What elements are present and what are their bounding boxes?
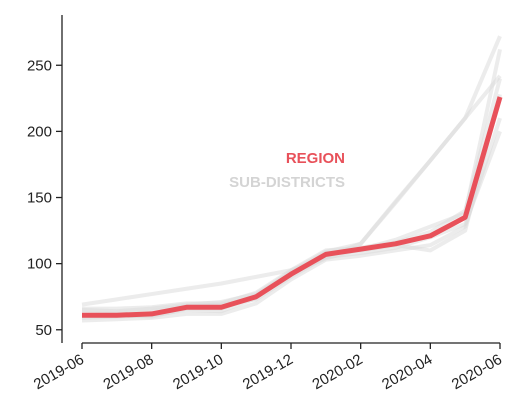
x-tick-label: 2019-10 bbox=[170, 351, 226, 393]
y-tick-label: 250 bbox=[27, 57, 52, 74]
y-tick-label: 150 bbox=[27, 190, 52, 207]
x-tick-label: 2019-06 bbox=[31, 351, 87, 393]
x-tick-label: 2020-04 bbox=[379, 351, 435, 393]
x-tick-label: 2020-02 bbox=[309, 351, 365, 393]
y-tick-label: 100 bbox=[27, 256, 52, 273]
legend-subdistricts: SUB-DISTRICTS bbox=[229, 174, 345, 191]
x-tick-label: 2019-08 bbox=[100, 351, 156, 393]
region-line bbox=[82, 96, 503, 318]
legend-region: REGION bbox=[286, 150, 345, 167]
subdistrict-line bbox=[81, 93, 502, 320]
y-tick-label: 200 bbox=[27, 123, 52, 140]
x-tick-label: 2019-12 bbox=[240, 351, 296, 393]
subdistrict-line bbox=[81, 117, 502, 323]
x-tick-label: 2020-06 bbox=[449, 351, 505, 393]
y-tick-label: 50 bbox=[35, 322, 52, 339]
